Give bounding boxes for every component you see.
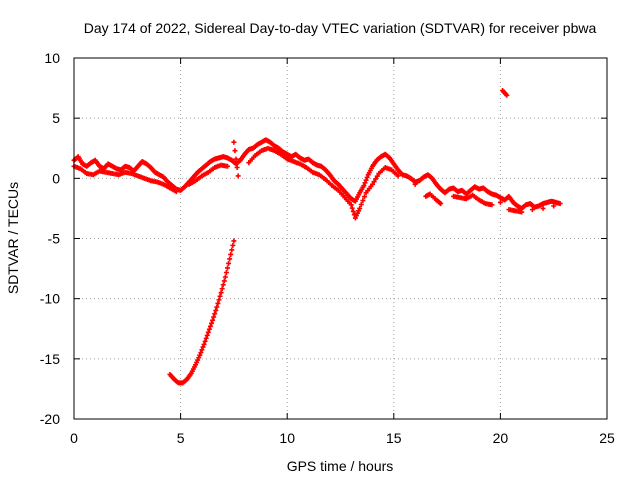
x-axis-label: GPS time / hours (287, 458, 394, 474)
data-point (374, 173, 380, 179)
x-tick-label: 25 (599, 430, 615, 446)
data-point (363, 177, 369, 183)
data-point (350, 208, 356, 214)
data-point (412, 181, 418, 187)
data-point (210, 317, 216, 323)
data-point (227, 256, 233, 262)
data-point (557, 201, 563, 207)
tick-marks (73, 57, 608, 420)
data-point (540, 205, 546, 211)
data-point (202, 338, 208, 344)
data-point (216, 297, 222, 303)
y-tick-labels: -20 -15 -10 -5 0 5 10 (40, 50, 60, 427)
y-tick-label: -15 (40, 351, 60, 367)
series-secondary-track (71, 145, 557, 221)
data-point (201, 341, 207, 347)
y-tick-label: 5 (52, 110, 60, 126)
data-point (233, 156, 239, 162)
y-tick-label: -10 (40, 291, 60, 307)
x-tick-label: 0 (70, 430, 78, 446)
x-tick-label: 5 (177, 430, 185, 446)
data-point (361, 183, 367, 189)
grid (74, 58, 607, 419)
data-point (551, 203, 557, 209)
data-point (204, 332, 210, 338)
data-point (364, 174, 370, 180)
data-point (205, 329, 211, 335)
data-point (221, 278, 227, 284)
y-tick-label: 10 (44, 50, 60, 66)
x-tick-label: 15 (386, 430, 402, 446)
data-point (209, 320, 215, 326)
data-point (214, 304, 220, 310)
x-tick-label: 20 (493, 430, 509, 446)
data-point (222, 274, 228, 280)
data-point (203, 335, 209, 341)
series-outliers (231, 87, 510, 179)
data-point (348, 202, 354, 208)
data-point (438, 201, 444, 207)
data-point (234, 165, 240, 171)
data-point (504, 92, 510, 98)
data-point (228, 251, 234, 257)
data-point (211, 314, 217, 320)
y-axis-label: SDTVAR / TECUs (5, 182, 21, 294)
data-point (207, 323, 213, 329)
data-point (217, 293, 223, 299)
series-dip-segment (167, 238, 237, 386)
data-point (200, 344, 206, 350)
data-point (362, 180, 368, 186)
data-point (198, 350, 204, 356)
data-point (223, 269, 229, 275)
data-point (231, 139, 237, 145)
data-point (497, 199, 503, 205)
data-point (519, 209, 525, 215)
data-point (231, 238, 237, 244)
data-point (395, 173, 401, 179)
data-point (489, 202, 495, 208)
data-point (349, 205, 355, 211)
data-point (229, 247, 235, 253)
data-point (219, 286, 225, 292)
data-point (218, 290, 224, 296)
data-point (199, 347, 205, 353)
data-point (173, 189, 179, 195)
data-point (206, 326, 212, 332)
data-point (373, 176, 379, 182)
data-point (360, 198, 366, 204)
y-tick-label: 0 (52, 170, 60, 186)
chart-title: Day 174 of 2022, Sidereal Day-to-day VTE… (84, 20, 597, 36)
data-point (232, 148, 238, 154)
x-tick-labels: 0 5 10 15 20 25 (70, 430, 615, 446)
data-point (225, 265, 231, 271)
data-point (371, 179, 377, 185)
data-point (212, 311, 218, 317)
data-point (230, 242, 236, 248)
y-tick-label: -20 (40, 411, 60, 427)
data-point (235, 173, 241, 179)
data-points (71, 87, 563, 386)
data-point (369, 181, 375, 187)
y-tick-label: -5 (48, 231, 61, 247)
data-point (226, 260, 232, 266)
x-tick-label: 10 (279, 430, 295, 446)
data-point (357, 205, 363, 211)
data-point (529, 207, 535, 213)
plot-frame (73, 57, 608, 420)
data-point (225, 163, 231, 169)
data-point (213, 307, 219, 313)
data-point (197, 352, 203, 358)
data-point (215, 300, 221, 306)
data-point (361, 194, 367, 200)
data-point (358, 202, 364, 208)
data-point (220, 282, 226, 288)
